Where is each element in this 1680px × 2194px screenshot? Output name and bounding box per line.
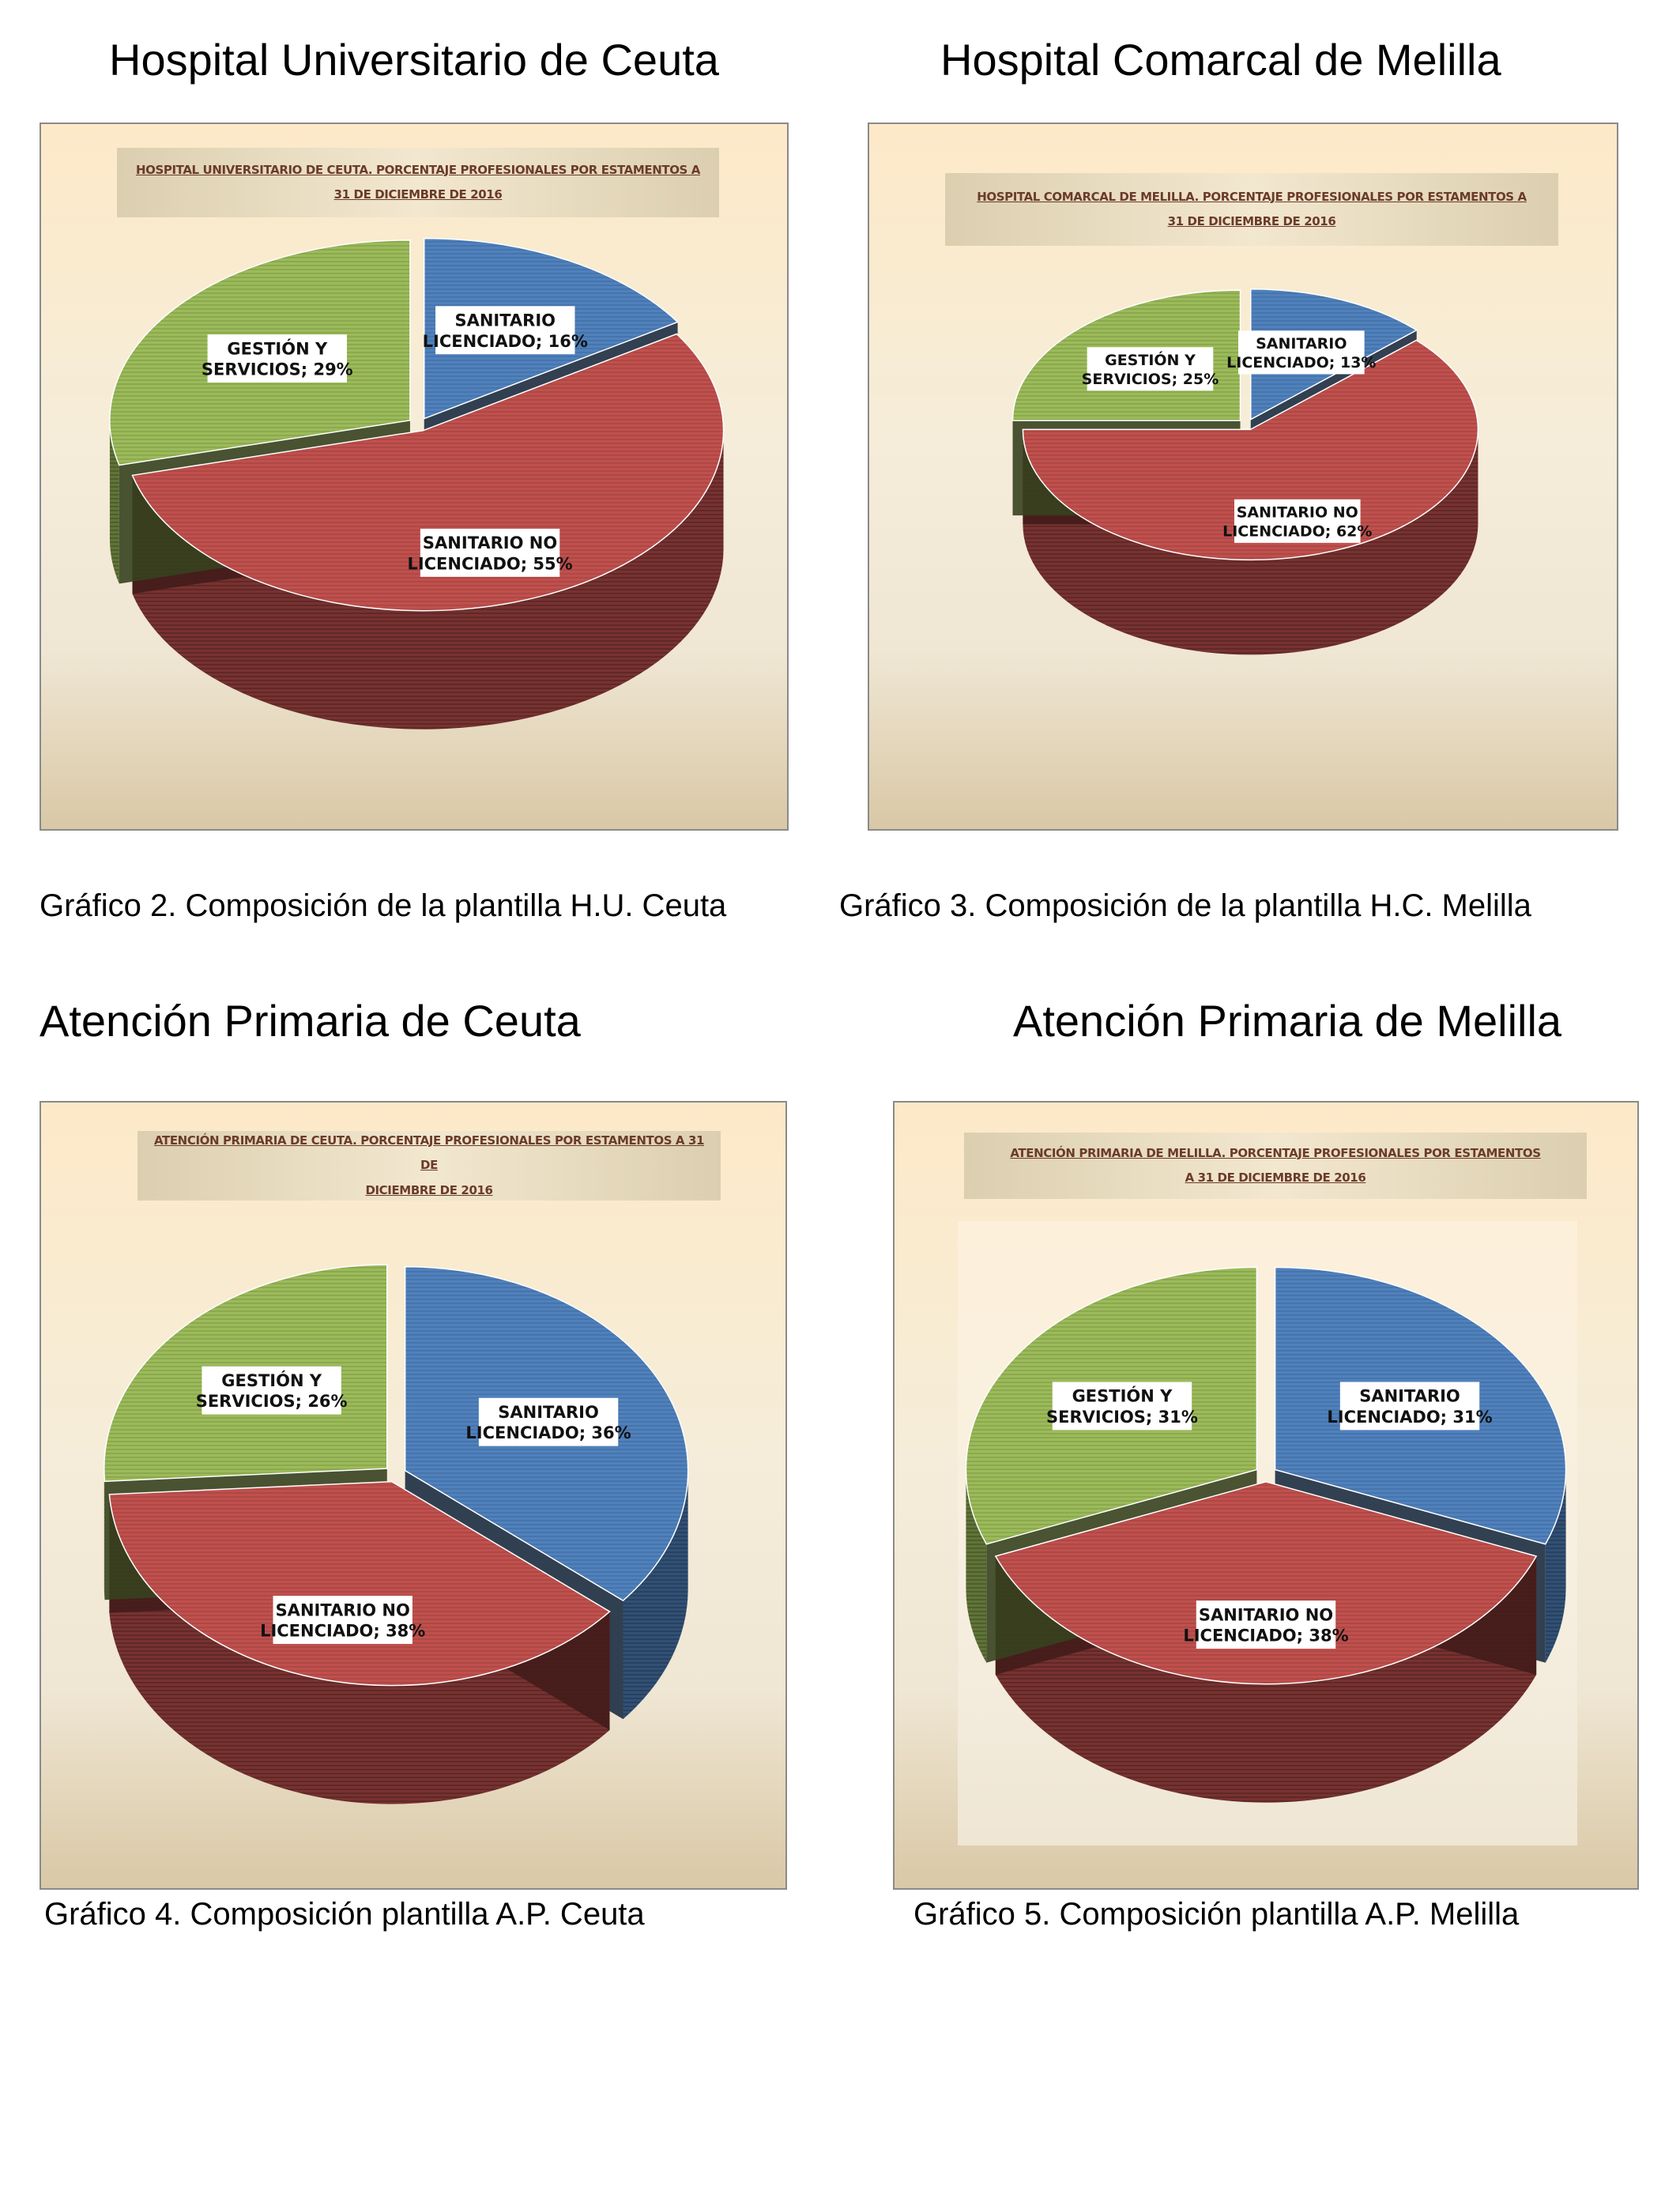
slice-label-line1: SANITARIO [1256,335,1347,352]
heading-hu-ceuta: Hospital Universitario de Ceuta [109,35,719,85]
chart-panel-hu-ceuta: HOSPITAL UNIVERSITARIO DE CEUTA. PORCENT… [40,123,789,831]
slice-label-line2: LICENCIADO; 31% [1327,1408,1492,1427]
slice-label: GESTIÓN Y SERVICIOS; 25% [1082,347,1219,391]
slice-gestion-y-servicios-side [966,1469,987,1663]
slice-label: SANITARIO NO LICENCIADO; 55% [407,528,573,577]
slice-label-line1: GESTIÓN Y [221,1370,322,1390]
slice-label: SANITARIO LICENCIADO; 31% [1327,1382,1493,1431]
slice-label-line2: SERVICIOS; 29% [202,360,353,379]
slice-label-line1: GESTIÓN Y [227,338,328,358]
chart-title-line2: A 31 DE DICIEMBRE DE 2016 [1185,1171,1366,1185]
heading-ap-melilla: Atención Primaria de Melilla [1013,996,1562,1046]
slice-label-box [273,1596,412,1644]
chart-title-box: HOSPITAL UNIVERSITARIO DE CEUTA. PORCENT… [117,148,719,217]
chart-title-box: HOSPITAL COMARCAL DE MELILLA. PORCENTAJE… [945,173,1558,246]
slice-label-box [1087,347,1214,391]
slice-label-line1: SANITARIO [498,1403,599,1422]
slice-label: GESTIÓN Y SERVICIOS; 29% [202,334,353,383]
chart-title-line1: ATENCIÓN PRIMARIA DE MELILLA. PORCENTAJE… [1010,1145,1541,1160]
slice-label-line2: SERVICIOS; 26% [196,1392,348,1411]
slice-label-box [1052,1382,1192,1431]
chart-title-line2: DICIEMBRE DE 2016 [365,1182,493,1197]
chart-title: ATENCIÓN PRIMARIA DE MELILLA. PORCENTAJE… [1010,1141,1541,1191]
chart-title-line2: 31 DE DICIEMBRE DE 2016 [333,187,503,202]
chart-title-line2: 31 DE DICIEMBRE DE 2016 [1167,214,1336,228]
slice-sanitario-no-licenciado [108,1480,611,1687]
slice-sanitario-no-licenciado [994,1480,1538,1685]
slice-sanitario-no-licenciado [1022,339,1479,561]
slice-label-line2: LICENCIADO; 38% [260,1622,425,1641]
pie-chart: SANITARIO LICENCIADO; 13% SANITARIO NOLICE… [1011,288,1479,655]
slice-label-line2: LICENCIADO; 13% [1226,354,1376,371]
slice-label: SANITARIO LICENCIADO; 13% [1226,330,1376,375]
caption-grafico-4: Gráfico 4. Composición plantilla A.P. Ce… [44,1897,645,1932]
slice-sanitario-licenciado-side [623,1470,688,1720]
slice-label: GESTIÓN Y SERVICIOS; 26% [196,1366,348,1415]
chart-panel-ap-ceuta: ATENCIÓN PRIMARIA DE CEUTA. PORCENTAJE P… [40,1101,787,1890]
slice-label-line1: SANITARIO [1359,1387,1460,1406]
slice-label-box [1238,330,1365,375]
slice-label-line1: GESTIÓN Y [1072,1386,1173,1406]
slice-label-box [1234,499,1361,543]
chart-panel-hc-melilla: HOSPITAL COMARCAL DE MELILLA. PORCENTAJE… [868,123,1618,831]
chart-title: HOSPITAL COMARCAL DE MELILLA. PORCENTAJE… [977,185,1527,235]
chart-title-line1: ATENCIÓN PRIMARIA DE CEUTA. PORCENTAJE P… [153,1133,705,1173]
slice-label-line1: SANITARIO NO [1237,504,1358,522]
slice-sanitario-no-licenciado-side [995,1555,1537,1803]
slice-label: GESTIÓN Y SERVICIOS; 31% [1046,1382,1198,1431]
slice-label-line2: LICENCIADO; 36% [465,1423,631,1442]
chart-title: HOSPITAL UNIVERSITARIO DE CEUTA. PORCENT… [136,158,700,208]
slice-label-box [420,528,560,577]
slice-label-box [1196,1600,1336,1649]
slice-label-line2: LICENCIADO; 62% [1222,522,1372,540]
slice-label-line1: SANITARIO NO [423,533,557,552]
slice-label-line1: GESTIÓN Y [1105,350,1196,369]
slice-label: SANITARIO LICENCIADO; 16% [423,306,588,355]
slice-label-line2: SERVICIOS; 25% [1082,371,1219,388]
slice-label-box [478,1397,619,1446]
chart-title-box: ATENCIÓN PRIMARIA DE CEUTA. PORCENTAJE P… [137,1131,721,1201]
chart-panel-ap-melilla: ATENCIÓN PRIMARIA DE MELILLA. PORCENTAJE… [893,1101,1639,1890]
slice-sanitario-no-licenciado-side [1023,429,1478,655]
slice-sanitario-licenciado-side [1545,1469,1566,1663]
slice-label-line1: SANITARIO [454,311,556,330]
chart-title-line1: HOSPITAL UNIVERSITARIO DE CEUTA. PORCENT… [136,162,700,177]
slice-gestion-y-servicios-side [104,1468,105,1600]
slice-label-box [202,1366,341,1415]
pie-chart: SANITARIO LICENCIADO; 31% SANITARIO NO LICE… [965,1266,1567,1803]
heading-hc-melilla: Hospital Comarcal de Melilla [940,35,1501,85]
caption-grafico-3: Gráfico 3. Composición de la plantilla H… [839,888,1531,923]
slice-label-box [435,306,575,355]
chart-title-box: ATENCIÓN PRIMARIA DE MELILLA. PORCENTAJE… [964,1133,1587,1199]
slice-label-line2: LICENCIADO; 16% [423,332,588,351]
slice-label-line1: SANITARIO NO [1199,1605,1333,1624]
slice-label-box [207,334,347,383]
slice-label-line1: SANITARIO NO [276,1600,410,1619]
slice-sanitario-no-licenciado-side [109,1494,610,1804]
chart-title-line1: HOSPITAL COMARCAL DE MELILLA. PORCENTAJE… [977,189,1527,204]
caption-grafico-5: Gráfico 5. Composición plantilla A.P. Me… [913,1897,1520,1932]
slice-label-line2: LICENCIADO; 55% [407,554,572,573]
pie-chart: SANITARIO LICENCIADO; 16% SANITARIO NO LICE… [109,237,725,729]
heading-ap-ceuta: Atención Primaria de Ceuta [40,996,581,1046]
slice-label-line2: SERVICIOS; 31% [1046,1408,1198,1427]
slice-gestion-y-servicios-side [109,420,119,584]
chart-title: ATENCIÓN PRIMARIA DE CEUTA. PORCENTAJE P… [153,1129,705,1204]
slice-sanitario-no-licenciado [131,333,725,612]
slice-label: SANITARIO NO LICENCIADO; 38% [260,1596,425,1644]
slice-label-line2: LICENCIADO; 38% [1183,1627,1348,1646]
caption-grafico-2: Gráfico 2. Composición de la plantilla H… [40,888,727,923]
slice-label-box [1339,1382,1480,1431]
slice-sanitario-no-licenciado-side [132,430,724,729]
slice-label: SANITARIO NO LICENCIADO; 38% [1183,1600,1349,1649]
